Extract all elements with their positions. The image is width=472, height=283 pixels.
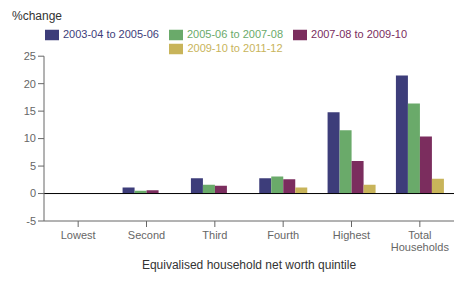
svg-text:TotalHouseholds: TotalHouseholds [391, 229, 450, 253]
html-text:2007-08 to 2009-10: 2007-08 to 2009-10 [311, 28, 407, 40]
svg-text:5: 5 [30, 160, 36, 172]
svg-text:25: 25 [24, 50, 36, 62]
svg-text:0: 0 [30, 187, 36, 199]
html-text:2003-04 to 2005-06: 2003-04 to 2005-06 [63, 28, 159, 40]
svg-text:10: 10 [24, 132, 36, 144]
svg-text:15: 15 [24, 105, 36, 117]
html-text:2005-06 to 2007-08: 2005-06 to 2007-08 [187, 28, 283, 40]
html-text:2009-10 to 2011-12: 2009-10 to 2011-12 [187, 42, 283, 55]
svg-text:Lowest: Lowest [61, 229, 96, 241]
svg-text:20: 20 [24, 78, 36, 90]
svg-text:Second: Second [128, 229, 165, 241]
svg-text:-5: -5 [26, 215, 36, 227]
svg-text:Third: Third [202, 229, 227, 241]
svg-text:Equivalised household net wort: Equivalised household net worth quintile [142, 258, 356, 272]
html-text:%change: %change [12, 9, 62, 23]
svg-text:Highest: Highest [333, 229, 370, 241]
svg-text:Fourth: Fourth [267, 229, 299, 241]
